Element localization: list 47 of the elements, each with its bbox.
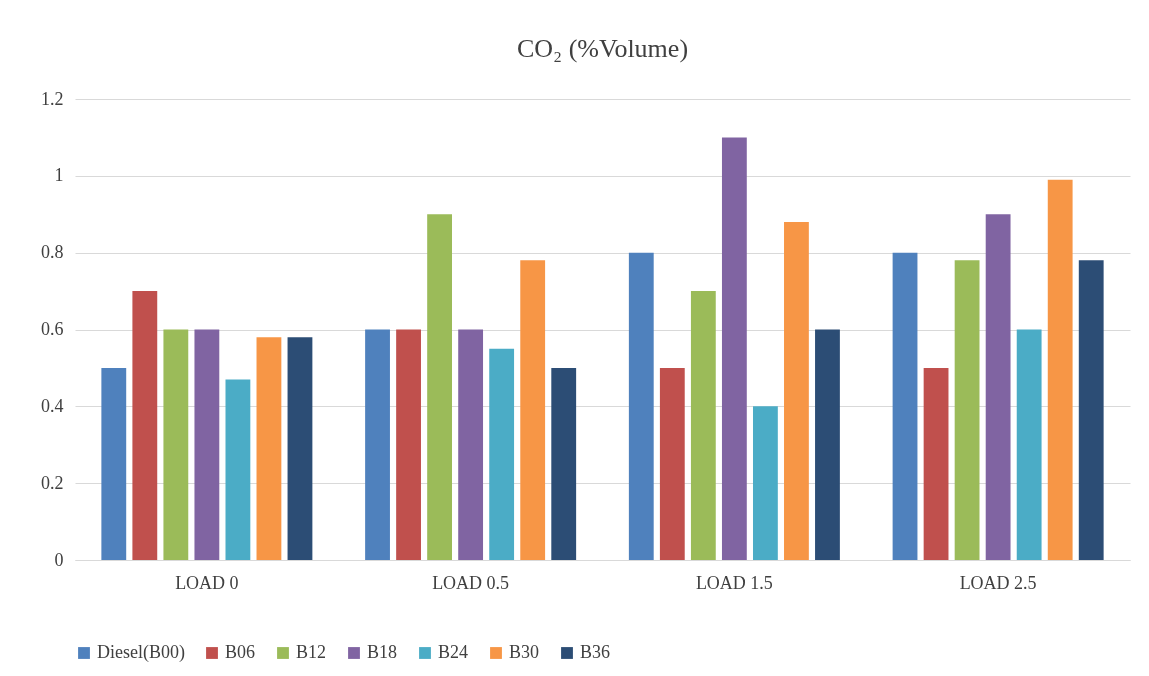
bar bbox=[659, 367, 685, 560]
bar bbox=[784, 221, 809, 560]
bar bbox=[256, 337, 282, 560]
y-tick-label: 0.4 bbox=[41, 395, 64, 416]
x-tick-label: LOAD 0 bbox=[175, 572, 239, 593]
bar bbox=[458, 329, 484, 560]
bar bbox=[396, 329, 421, 560]
bar bbox=[520, 260, 546, 560]
y-tick-label: 0 bbox=[54, 549, 64, 570]
bar bbox=[815, 329, 840, 560]
bar bbox=[489, 348, 515, 560]
y-tick-label: 0.2 bbox=[41, 472, 64, 493]
bar bbox=[1078, 260, 1104, 560]
x-tick-label: LOAD 0.5 bbox=[432, 572, 510, 593]
legend-label: B24 bbox=[438, 642, 469, 662]
bar bbox=[628, 252, 654, 560]
bar bbox=[225, 379, 251, 560]
legend-label: B36 bbox=[580, 642, 611, 662]
legend-label: Diesel(B00) bbox=[97, 642, 185, 663]
y-tick-label: 0.8 bbox=[41, 242, 64, 263]
bar bbox=[194, 329, 220, 560]
bar bbox=[551, 367, 577, 560]
bar bbox=[287, 337, 313, 560]
legend-label: B12 bbox=[296, 642, 327, 662]
bar bbox=[721, 137, 747, 560]
bar bbox=[365, 329, 390, 560]
bar bbox=[690, 291, 716, 560]
chart-title: CO₂ (%Volume) bbox=[516, 34, 689, 63]
bar bbox=[132, 291, 158, 560]
bar bbox=[985, 214, 1011, 560]
bar bbox=[954, 260, 980, 560]
bar bbox=[163, 329, 189, 560]
y-tick-label: 0.6 bbox=[41, 319, 64, 339]
x-tick-label: LOAD 2.5 bbox=[959, 572, 1037, 593]
bar bbox=[427, 214, 453, 560]
legend-label: B30 bbox=[509, 642, 540, 662]
bar bbox=[752, 406, 778, 560]
bar bbox=[1047, 179, 1073, 560]
bar bbox=[1016, 329, 1042, 560]
bar bbox=[892, 252, 918, 560]
bar bbox=[923, 367, 949, 560]
legend-label: B18 bbox=[367, 642, 398, 662]
x-tick-label: LOAD 1.5 bbox=[695, 572, 773, 593]
legend-label: B06 bbox=[225, 642, 256, 662]
bar bbox=[101, 367, 127, 560]
y-tick-label: 1.2 bbox=[41, 88, 64, 109]
y-tick-label: 1 bbox=[54, 165, 64, 186]
